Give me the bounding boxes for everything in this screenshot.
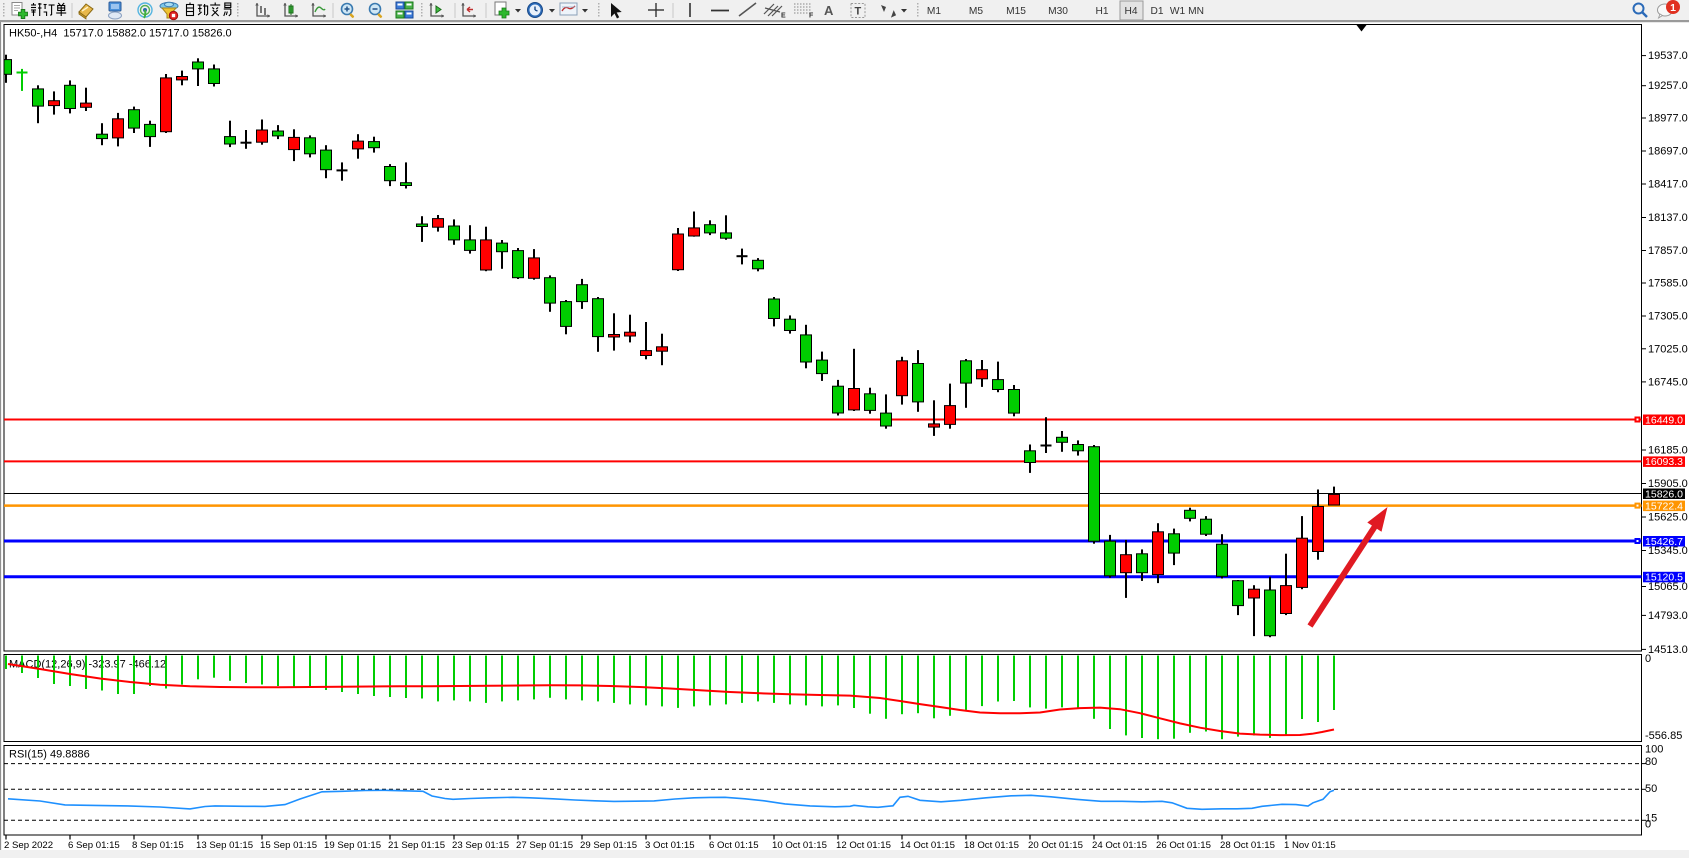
svg-text:24 Oct 01:15: 24 Oct 01:15 (1092, 840, 1147, 851)
svg-text:6 Oct 01:15: 6 Oct 01:15 (709, 840, 759, 851)
svg-text:T: T (855, 6, 862, 18)
svg-text:15: 15 (1645, 813, 1657, 825)
svg-text:17025.0: 17025.0 (1648, 343, 1688, 355)
svg-text:80: 80 (1645, 756, 1657, 768)
svg-text:19257.0: 19257.0 (1648, 80, 1688, 92)
svg-text:2 Sep 2022: 2 Sep 2022 (4, 840, 53, 851)
svg-text:100: 100 (1645, 743, 1663, 755)
svg-text:16185.0: 16185.0 (1648, 445, 1688, 457)
svg-text:18 Oct 01:15: 18 Oct 01:15 (964, 840, 1019, 851)
svg-text:16449.0: 16449.0 (1645, 414, 1683, 426)
svg-text:18977.0: 18977.0 (1648, 113, 1688, 125)
svg-text:A: A (824, 3, 834, 18)
svg-text:23 Sep 01:15: 23 Sep 01:15 (452, 840, 509, 851)
svg-text:13 Sep 01:15: 13 Sep 01:15 (196, 840, 253, 851)
svg-text:6 Sep 01:15: 6 Sep 01:15 (68, 840, 120, 851)
svg-text:17857.0: 17857.0 (1648, 245, 1688, 257)
svg-text:H1: H1 (1095, 6, 1108, 17)
svg-text:15065.0: 15065.0 (1648, 581, 1688, 593)
svg-text:15120.5: 15120.5 (1645, 572, 1683, 584)
svg-text:50: 50 (1645, 783, 1657, 795)
svg-text:14513.0: 14513.0 (1648, 644, 1688, 656)
svg-text:14793.0: 14793.0 (1648, 610, 1688, 622)
svg-text:M1: M1 (927, 6, 941, 17)
svg-text:20 Oct 01:15: 20 Oct 01:15 (1028, 840, 1083, 851)
svg-text:10 Oct 01:15: 10 Oct 01:15 (772, 840, 827, 851)
svg-text:27 Sep 01:15: 27 Sep 01:15 (516, 840, 573, 851)
svg-text:8 Sep 01:15: 8 Sep 01:15 (132, 840, 184, 851)
svg-text:15625.0: 15625.0 (1648, 512, 1688, 524)
svg-text:-556.85: -556.85 (1645, 730, 1682, 742)
svg-text:16745.0: 16745.0 (1648, 376, 1688, 388)
svg-text:0: 0 (1645, 819, 1651, 831)
svg-text:16093.3: 16093.3 (1645, 456, 1683, 468)
svg-text:1: 1 (1670, 2, 1676, 14)
svg-text:19537.0: 19537.0 (1648, 50, 1688, 62)
svg-text:RSI(15) 49.8886: RSI(15) 49.8886 (9, 749, 90, 761)
svg-text:MN: MN (1188, 6, 1204, 17)
svg-text:21 Sep 01:15: 21 Sep 01:15 (388, 840, 445, 851)
svg-text:HK50-,H4 15717.0 15882.0 1571: HK50-,H4 15717.0 15882.0 15717.0 15826.0 (9, 28, 232, 40)
svg-text:1 Nov 01:15: 1 Nov 01:15 (1284, 840, 1336, 851)
svg-text:15 Sep 01:15: 15 Sep 01:15 (260, 840, 317, 851)
svg-text:15905.0: 15905.0 (1648, 478, 1688, 490)
svg-text:18137.0: 18137.0 (1648, 212, 1688, 224)
svg-text:15426.7: 15426.7 (1645, 536, 1683, 548)
svg-text:MACD(12,26,9) -323.97 -466.12: MACD(12,26,9) -323.97 -466.12 (9, 659, 166, 671)
svg-text:17305.0: 17305.0 (1648, 311, 1688, 323)
svg-text:28 Oct 01:15: 28 Oct 01:15 (1220, 840, 1275, 851)
svg-text:W1: W1 (1170, 6, 1186, 17)
svg-text:0: 0 (1645, 653, 1651, 665)
svg-text:18697.0: 18697.0 (1648, 146, 1688, 158)
svg-text:15826.0: 15826.0 (1645, 488, 1683, 500)
svg-text:E: E (781, 13, 786, 20)
svg-text:12 Oct 01:15: 12 Oct 01:15 (836, 840, 891, 851)
svg-text:15345.0: 15345.0 (1648, 545, 1688, 557)
svg-text:H4: H4 (1124, 6, 1137, 17)
svg-text:D1: D1 (1150, 6, 1163, 17)
svg-text:14 Oct 01:15: 14 Oct 01:15 (900, 840, 955, 851)
svg-text:M30: M30 (1048, 6, 1068, 17)
svg-text:3 Oct 01:15: 3 Oct 01:15 (645, 840, 695, 851)
svg-text:26 Oct 01:15: 26 Oct 01:15 (1156, 840, 1211, 851)
svg-text:F: F (809, 13, 814, 20)
svg-text:18417.0: 18417.0 (1648, 179, 1688, 191)
svg-text:19 Sep 01:15: 19 Sep 01:15 (324, 840, 381, 851)
svg-text:29 Sep 01:15: 29 Sep 01:15 (580, 840, 637, 851)
svg-text:M5: M5 (969, 6, 983, 17)
svg-text:M15: M15 (1006, 6, 1026, 17)
svg-text:15722.4: 15722.4 (1645, 500, 1683, 512)
svg-text:17585.0: 17585.0 (1648, 278, 1688, 290)
